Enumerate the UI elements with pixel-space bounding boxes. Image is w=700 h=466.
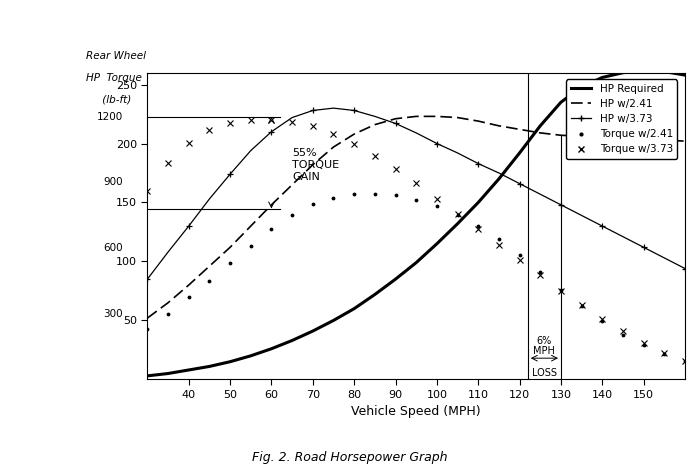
Text: Rear Wheel: Rear Wheel — [85, 51, 146, 61]
Text: MPH: MPH — [533, 346, 555, 356]
Text: GAIN: GAIN — [292, 171, 320, 182]
Text: LOSS: LOSS — [532, 368, 557, 377]
Text: 55%: 55% — [292, 148, 317, 158]
Text: 600: 600 — [104, 243, 123, 253]
Text: TORQUE: TORQUE — [292, 160, 340, 170]
Legend: HP Required, HP w/2.41, HP w/3.73, Torque w/2.41, Torque w/3.73: HP Required, HP w/2.41, HP w/3.73, Torqu… — [566, 80, 677, 158]
Text: (lb-ft): (lb-ft) — [85, 94, 131, 104]
Text: 900: 900 — [104, 177, 123, 187]
Text: 300: 300 — [104, 308, 123, 319]
Text: HP  Torque: HP Torque — [85, 73, 141, 83]
Text: 1200: 1200 — [97, 111, 123, 122]
Text: 6%: 6% — [537, 336, 552, 346]
X-axis label: Vehicle Speed (MPH): Vehicle Speed (MPH) — [351, 405, 481, 418]
Text: Fig. 2. Road Horsepower Graph: Fig. 2. Road Horsepower Graph — [252, 452, 448, 464]
